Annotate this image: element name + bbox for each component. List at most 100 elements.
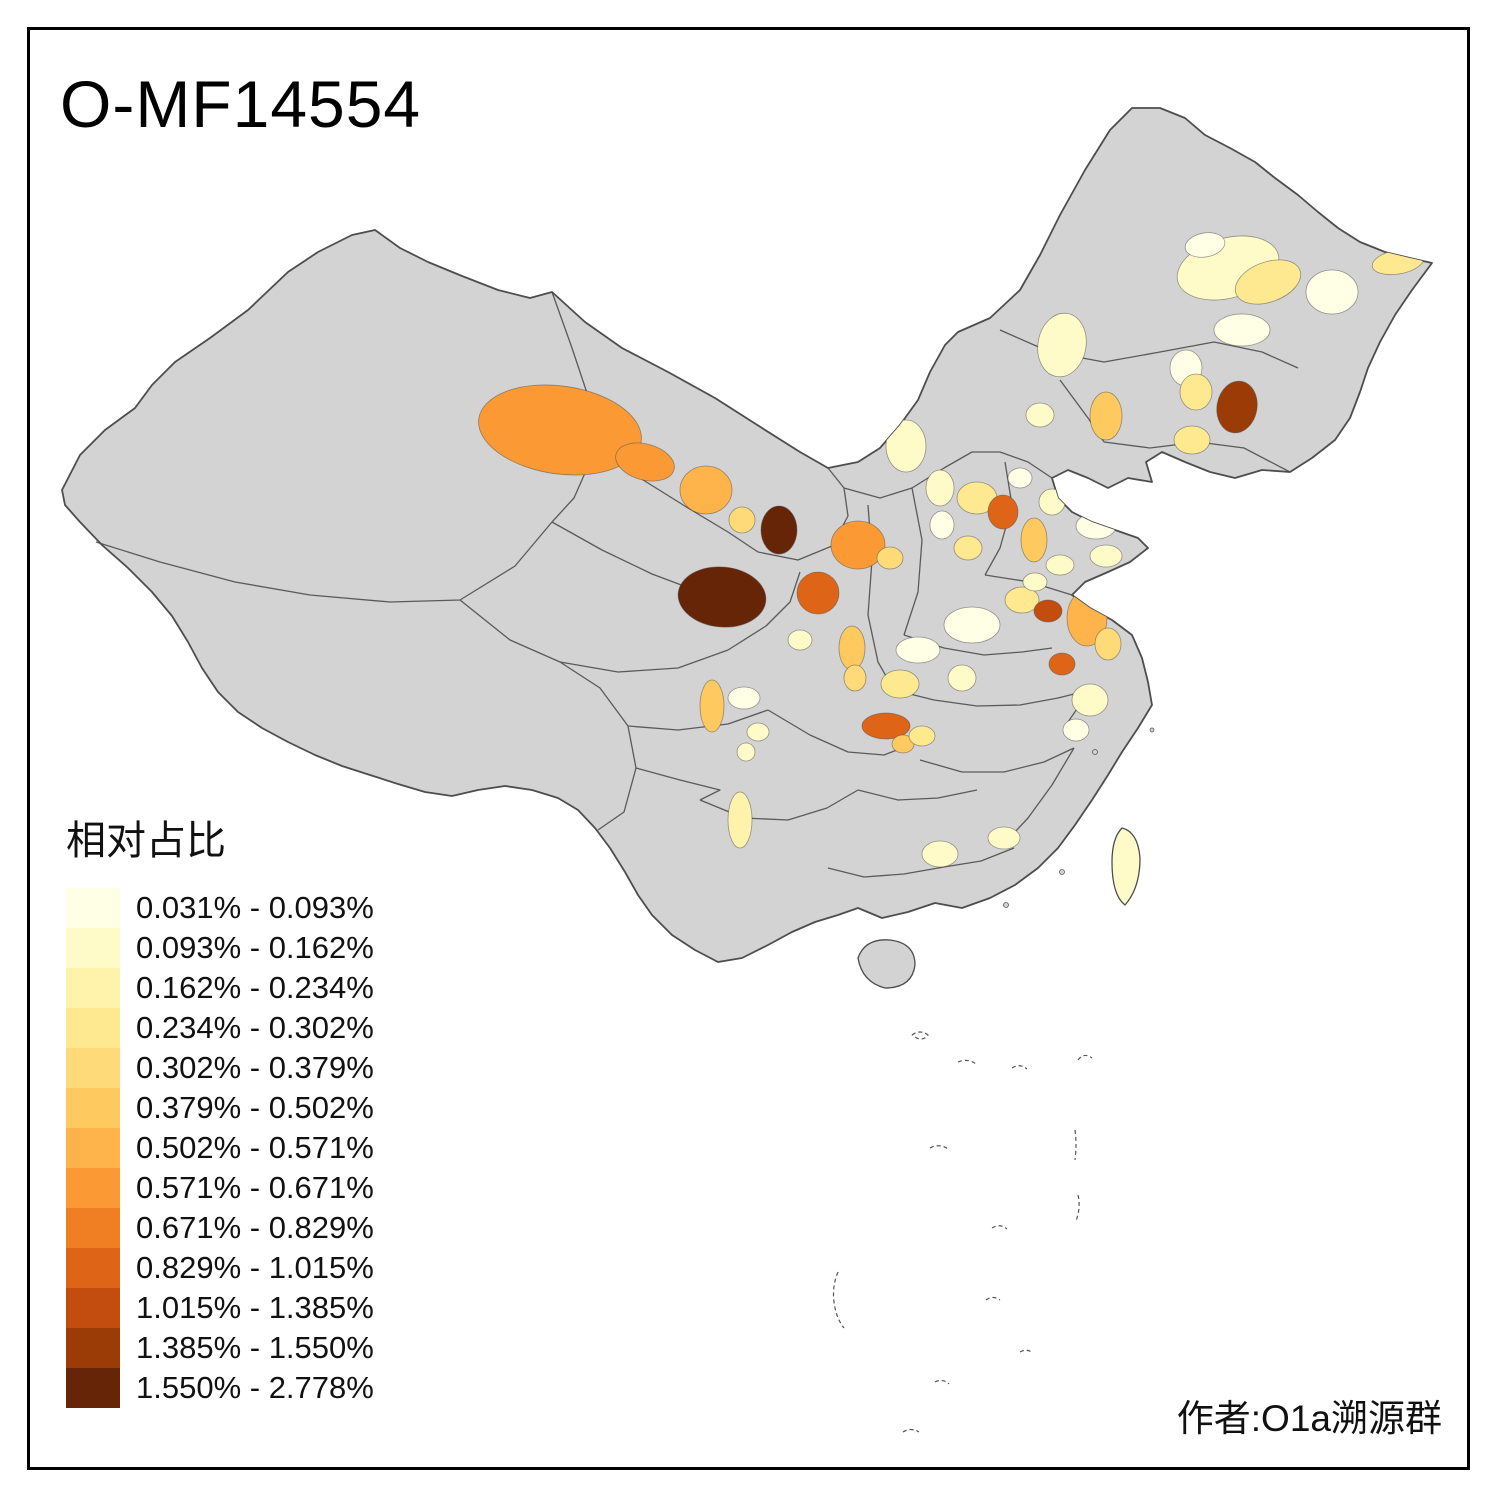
- legend-classes: 0.031% - 0.093% 0.093% - 0.162% 0.162% - 0…: [66, 888, 374, 1408]
- prefecture-region: [1037, 312, 1087, 378]
- prefecture-region: [679, 465, 733, 515]
- prefecture-region: [876, 546, 904, 570]
- coastal-islet: [1003, 902, 1009, 908]
- prefecture-region: [908, 725, 936, 747]
- prefecture-region: [760, 505, 798, 555]
- prefecture-region: [736, 742, 756, 762]
- prefecture-region: [1089, 391, 1123, 441]
- legend-title: 相对占比: [66, 819, 226, 863]
- prefecture-region: [699, 679, 725, 733]
- prefecture-region: [1038, 488, 1066, 516]
- prefecture-region: [1062, 718, 1090, 742]
- south-china-sea-islands: [832, 1031, 1093, 1433]
- islet-dashed-outline: [1011, 1065, 1028, 1070]
- legend-row: 1.550% - 2.778%: [66, 1368, 374, 1408]
- legend-label: 0.031% - 0.093%: [136, 890, 374, 925]
- coastal-islets: [1003, 727, 1155, 908]
- legend-swatch: [66, 1008, 120, 1048]
- prefecture-region: [1173, 425, 1211, 455]
- province-border-line: [559, 571, 801, 673]
- legend-label: 0.571% - 0.671%: [136, 1170, 374, 1205]
- figure-title: O-MF14554: [60, 67, 422, 141]
- legend-label: 1.550% - 2.778%: [136, 1370, 374, 1405]
- prefecture-region: [861, 712, 911, 740]
- islet-dashed-outline: [929, 1145, 949, 1150]
- legend-row: 0.671% - 0.829%: [66, 1208, 374, 1248]
- legend-swatch: [66, 888, 120, 928]
- legend-row: 0.162% - 0.234%: [66, 968, 374, 1008]
- legend-swatch: [66, 1288, 120, 1328]
- legend-swatch: [66, 1328, 120, 1368]
- prefecture-region: [925, 469, 955, 507]
- coastal-islet: [1059, 869, 1065, 875]
- hainan-island: [857, 939, 916, 989]
- legend-swatch: [66, 1208, 120, 1248]
- prefecture-region: [943, 606, 1001, 644]
- legend-label: 0.829% - 1.015%: [136, 1250, 374, 1285]
- legend-swatch: [66, 928, 120, 968]
- prefecture-region: [1094, 627, 1122, 661]
- legend-row: 0.093% - 0.162%: [66, 928, 374, 968]
- prefecture-region: [885, 419, 927, 473]
- province-border-line: [627, 709, 769, 731]
- prefecture-region: [1184, 232, 1226, 258]
- prefecture-region: [830, 520, 886, 570]
- islet-dashed-outline: [832, 1271, 845, 1329]
- prefecture-region: [843, 664, 867, 692]
- prefecture-region: [1004, 586, 1040, 614]
- prefecture-region: [987, 494, 1019, 530]
- legend-label: 1.015% - 1.385%: [136, 1290, 374, 1325]
- legend-row: 0.571% - 0.671%: [66, 1168, 374, 1208]
- legend-row: 0.379% - 0.502%: [66, 1088, 374, 1128]
- province-border-line: [843, 451, 1053, 499]
- prefecture-region: [1025, 402, 1055, 428]
- legend-row: 0.234% - 0.302%: [66, 1008, 374, 1048]
- legend-label: 1.385% - 1.550%: [136, 1330, 374, 1365]
- prefecture-region: [615, 442, 675, 482]
- legend-row: 0.829% - 1.015%: [66, 1248, 374, 1288]
- legend-label: 0.234% - 0.302%: [136, 1010, 374, 1045]
- islet-dashed-outline: [1019, 1349, 1034, 1354]
- islet-dashed-outline: [1074, 1129, 1077, 1161]
- prefecture-region: [953, 535, 983, 561]
- legend-swatch: [66, 968, 120, 1008]
- islet-dashed-outline: [934, 1379, 950, 1385]
- prefecture-region: [787, 629, 813, 651]
- province-border-line: [459, 599, 637, 831]
- prefecture-region: [880, 669, 920, 699]
- prefecture-region: [1020, 517, 1048, 563]
- legend-label: 0.162% - 0.234%: [136, 970, 374, 1005]
- prefecture-region: [1022, 572, 1048, 592]
- prefecture-region: [895, 636, 941, 664]
- prefecture-region: [1048, 652, 1076, 676]
- prefecture-region: [1045, 554, 1075, 576]
- prefecture-region: [838, 625, 866, 671]
- legend-row: 0.302% - 0.379%: [66, 1048, 374, 1088]
- legend: 相对占比 0.031% - 0.093% 0.093% - 0.162% 0.162…: [66, 808, 374, 1408]
- legend-label: 0.502% - 0.571%: [136, 1130, 374, 1165]
- legend-swatch: [66, 1168, 120, 1208]
- province-border-line: [635, 767, 721, 801]
- prefecture-region: [746, 722, 770, 742]
- prefecture-region: [1071, 683, 1109, 717]
- islet-dashed-outline: [985, 1296, 1001, 1301]
- prefecture-region: [478, 384, 642, 476]
- coastal-islet: [1092, 749, 1098, 755]
- legend-swatch: [66, 1088, 120, 1128]
- legend-row: 1.015% - 1.385%: [66, 1288, 374, 1328]
- province-border-line: [827, 847, 1015, 878]
- prefecture-region: [727, 791, 753, 849]
- legend-swatch: [66, 1048, 120, 1088]
- legend-label: 0.671% - 0.829%: [136, 1210, 374, 1245]
- coastal-islet: [1149, 727, 1155, 733]
- prefecture-region: [796, 571, 840, 615]
- legend-row: 1.385% - 1.550%: [66, 1328, 374, 1368]
- legend-swatch: [66, 1248, 120, 1288]
- islet-dashed-outline: [991, 1225, 1008, 1230]
- prefecture-region: [1216, 380, 1258, 434]
- china-outline: [61, 107, 1433, 963]
- prefecture-region: [1305, 269, 1359, 315]
- prefecture-region: [1033, 599, 1063, 623]
